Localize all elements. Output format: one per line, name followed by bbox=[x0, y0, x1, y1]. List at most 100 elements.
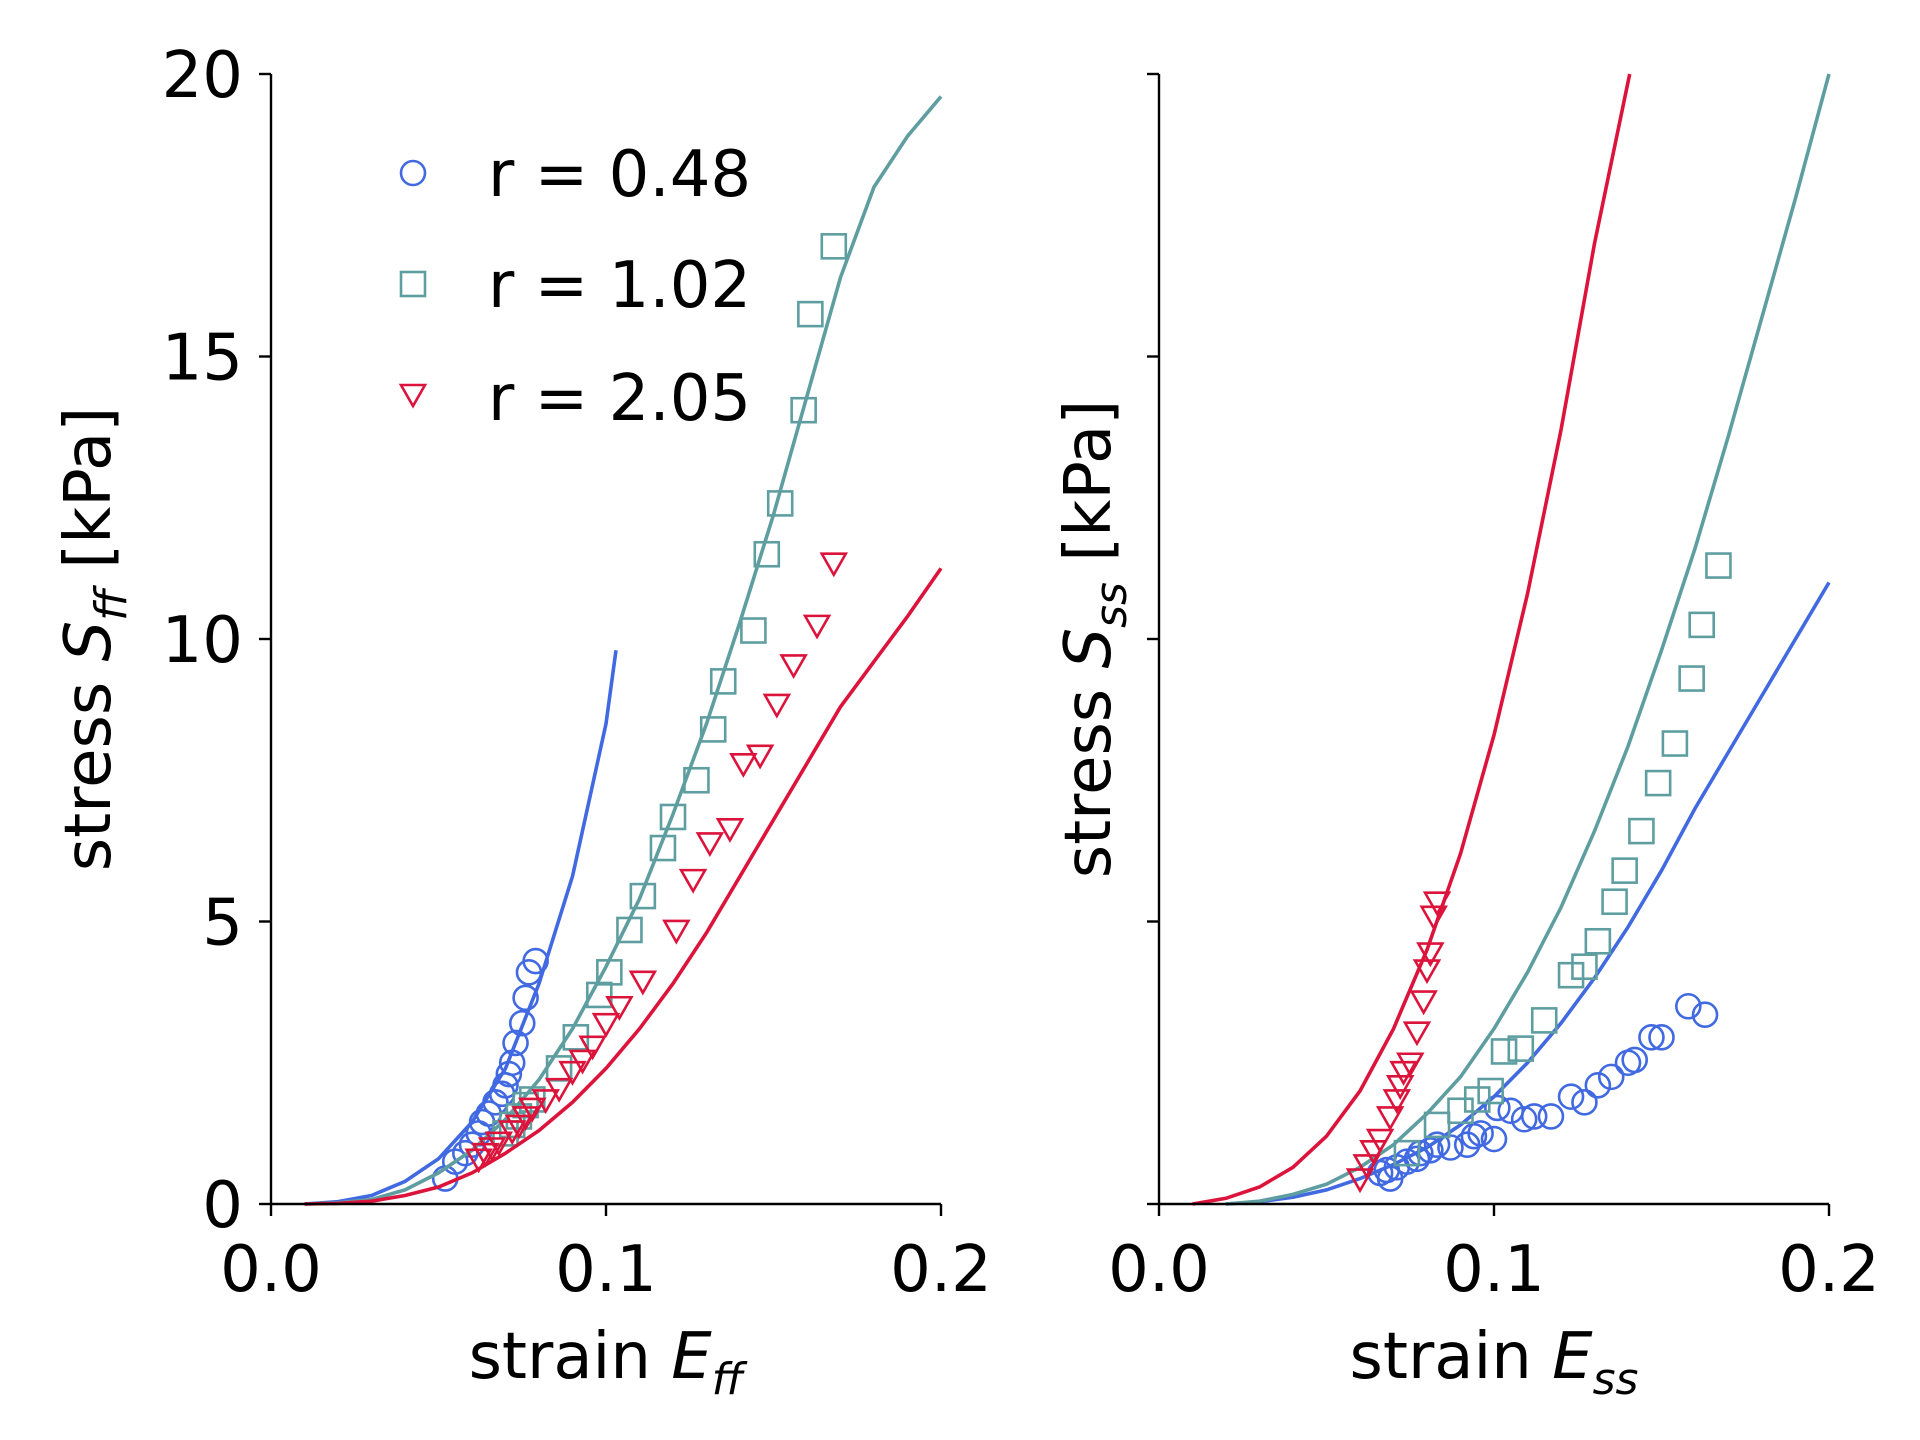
data-point bbox=[1403, 1145, 1431, 1173]
data-point bbox=[477, 1137, 507, 1163]
data-point bbox=[1678, 665, 1705, 692]
data-point bbox=[819, 552, 849, 578]
data-point bbox=[1467, 1120, 1494, 1147]
panel-1-y-axis-title: stress Sss [kPa] bbox=[1052, 400, 1137, 879]
data-point bbox=[498, 1049, 526, 1077]
panel-0-marks bbox=[304, 95, 943, 1206]
data-point bbox=[745, 744, 775, 770]
data-point bbox=[1571, 1089, 1598, 1116]
x-tick-label: 0.2 bbox=[1778, 1233, 1880, 1307]
data-point bbox=[1644, 769, 1672, 797]
data-point bbox=[1571, 953, 1598, 981]
data-point bbox=[522, 947, 549, 975]
data-point bbox=[1661, 730, 1689, 757]
data-point bbox=[659, 803, 687, 831]
data-point bbox=[518, 1097, 547, 1123]
data-point bbox=[1507, 1035, 1535, 1062]
data-point bbox=[441, 1148, 469, 1175]
data-point bbox=[1688, 611, 1715, 639]
data-point bbox=[790, 396, 817, 424]
y-tick-label: 5 bbox=[202, 887, 243, 961]
data-point bbox=[605, 995, 634, 1021]
data-point bbox=[1345, 1168, 1375, 1194]
data-point bbox=[558, 1060, 587, 1086]
data-point bbox=[1537, 1103, 1565, 1130]
data-point bbox=[1477, 1077, 1504, 1105]
data-point bbox=[616, 916, 643, 944]
panel-0-x-axis-title: strain Eff bbox=[469, 1320, 748, 1405]
data-point bbox=[802, 614, 832, 640]
series-r-1-02 bbox=[304, 95, 943, 1206]
data-point bbox=[1628, 817, 1655, 845]
legend-label: r = 1.02 bbox=[488, 249, 751, 323]
data-point bbox=[695, 832, 725, 858]
data-point bbox=[495, 1060, 523, 1088]
series-r-2-05 bbox=[1192, 73, 1632, 1206]
legend-circle-marker-icon bbox=[399, 159, 427, 187]
data-point bbox=[715, 817, 745, 843]
panel-1-ticks: 0.0 0.1 0.2 bbox=[1108, 72, 1880, 1307]
legend-label: r = 0.48 bbox=[488, 138, 751, 212]
data-point bbox=[1520, 1103, 1548, 1130]
data-point bbox=[1557, 1083, 1585, 1110]
legend-entry-r-2-05: r = 2.05 bbox=[398, 362, 751, 436]
legend-label: r = 2.05 bbox=[488, 362, 751, 436]
data-point bbox=[649, 834, 677, 862]
data-point bbox=[1463, 1086, 1491, 1113]
data-point bbox=[484, 1131, 514, 1157]
fit-line bbox=[1192, 73, 1632, 1206]
data-point bbox=[1423, 1131, 1451, 1158]
data-point bbox=[531, 1089, 560, 1115]
data-point bbox=[628, 970, 658, 996]
data-point bbox=[1402, 1021, 1432, 1047]
data-point bbox=[591, 1012, 621, 1038]
series-r-2-05 bbox=[304, 552, 943, 1206]
series-r-0-48 bbox=[1225, 581, 1831, 1206]
data-point bbox=[740, 617, 767, 644]
data-point bbox=[596, 959, 623, 986]
fit-line bbox=[1225, 581, 1831, 1206]
data-point bbox=[1409, 990, 1438, 1016]
data-point bbox=[820, 233, 848, 260]
data-point bbox=[729, 752, 758, 778]
data-point bbox=[502, 1029, 529, 1057]
data-point bbox=[1422, 891, 1452, 917]
data-point bbox=[1407, 1139, 1434, 1167]
data-point bbox=[1584, 1072, 1612, 1099]
panel-0-ticks: 0.0 0.1 0.2 0 5 10 15 20 bbox=[162, 39, 992, 1307]
data-point bbox=[512, 984, 539, 1012]
legend-triangle-marker-icon bbox=[398, 383, 428, 409]
data-point bbox=[797, 300, 824, 328]
data-point bbox=[662, 919, 691, 945]
y-tick-label: 20 bbox=[162, 39, 243, 113]
data-point bbox=[1621, 1046, 1648, 1074]
data-point bbox=[1691, 1001, 1719, 1029]
data-point bbox=[508, 1009, 536, 1037]
data-point bbox=[699, 716, 727, 743]
data-point bbox=[1352, 1154, 1381, 1180]
x-tick-label: 0.0 bbox=[1108, 1233, 1210, 1307]
data-point bbox=[1648, 1024, 1675, 1051]
data-point bbox=[766, 490, 794, 517]
panel-1-marks bbox=[1192, 73, 1831, 1206]
data-point bbox=[1530, 1007, 1558, 1034]
y-tick-label: 10 bbox=[162, 604, 243, 678]
data-point bbox=[678, 868, 708, 894]
legend-entry-r-0-48: r = 0.48 bbox=[399, 138, 751, 212]
data-point bbox=[464, 1148, 493, 1174]
fit-line bbox=[304, 95, 943, 1206]
data-point bbox=[1611, 857, 1638, 884]
data-point bbox=[683, 766, 710, 794]
x-tick-label: 0.1 bbox=[1443, 1233, 1545, 1307]
data-point bbox=[1396, 1052, 1425, 1078]
series-r-1-02 bbox=[1225, 73, 1831, 1206]
data-point bbox=[578, 1035, 607, 1061]
data-point bbox=[1365, 1128, 1395, 1154]
y-tick-label: 15 bbox=[162, 322, 243, 396]
data-point bbox=[568, 1049, 597, 1075]
fit-line bbox=[304, 567, 943, 1206]
data-point bbox=[1375, 1106, 1405, 1132]
data-point bbox=[779, 654, 808, 680]
data-point bbox=[1437, 1134, 1464, 1161]
